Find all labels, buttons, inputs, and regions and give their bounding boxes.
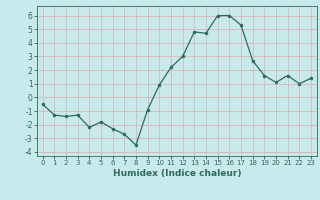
X-axis label: Humidex (Indice chaleur): Humidex (Indice chaleur) [113, 169, 241, 178]
